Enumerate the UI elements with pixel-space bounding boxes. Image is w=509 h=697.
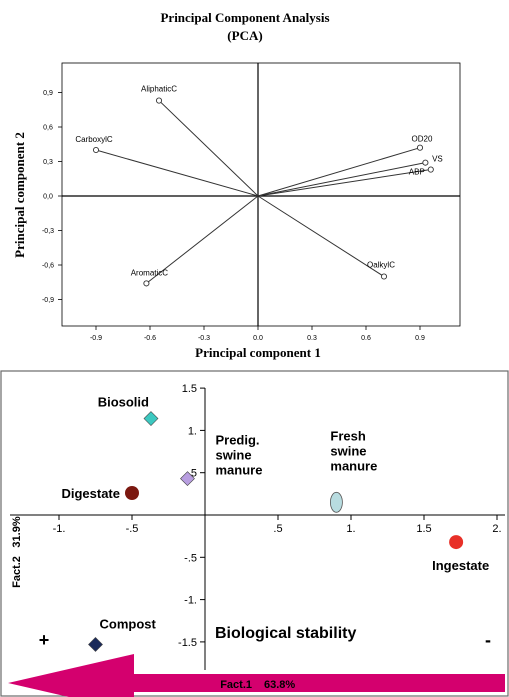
chart1-axes bbox=[62, 63, 460, 326]
chart1-plot-frame bbox=[61, 62, 461, 327]
loading-vector-line bbox=[257, 147, 421, 197]
chart2-y-tick-label: -1. bbox=[184, 595, 197, 607]
chart2-y-tick-label: .5 bbox=[188, 468, 197, 480]
chart2-y-tick-label: -1.5 bbox=[178, 637, 197, 649]
factor-score-plot: -1. -.5 .5 1. 1.5 2. 1.5 1. .5 -.5 -1. -1.5 Biosoli… bbox=[0, 370, 509, 697]
loading-vector-point bbox=[422, 159, 429, 166]
chart1-y-tick-label: 0,0 bbox=[43, 194, 53, 201]
chart2-x-tick-label: 1. bbox=[346, 523, 355, 535]
chart2-x-tick-label: -1. bbox=[53, 523, 66, 535]
chart1-x-tick-label: -0.3 bbox=[198, 335, 210, 342]
chart2-y-tick-label: 1.5 bbox=[182, 383, 197, 395]
loading-vector-label: ABP bbox=[409, 168, 425, 177]
chart1-x-tick-label: 0.3 bbox=[307, 335, 317, 342]
chart2-x-tick-label: .5 bbox=[273, 523, 282, 535]
loading-vector-point bbox=[155, 97, 163, 104]
score-point-label: Ingestate bbox=[432, 558, 489, 573]
chart1-y-tick-label: 0,9 bbox=[43, 90, 53, 97]
score-marker-diamond bbox=[180, 471, 195, 487]
chart1-x-tick-label: -0.9 bbox=[90, 335, 102, 342]
score-point-label: Compost bbox=[100, 616, 157, 631]
stability-minus-sign: - bbox=[485, 630, 491, 650]
loading-vector-line bbox=[95, 149, 259, 197]
chart2-points: BiosolidPredig.swinemanureDigestateFresh… bbox=[61, 395, 489, 652]
chart2-axes bbox=[10, 388, 505, 670]
chart1-y-tick-label: -0,9 bbox=[42, 297, 54, 304]
loading-vector-line bbox=[257, 162, 426, 197]
score-marker-diamond bbox=[143, 411, 159, 426]
chart1-x-axis-label: Principal component 1 bbox=[195, 345, 321, 360]
score-marker-circle bbox=[449, 535, 464, 550]
chart1-y-tick-label: -0,3 bbox=[42, 228, 54, 235]
loading-vector-point bbox=[143, 280, 150, 287]
score-point-label: manure bbox=[215, 463, 262, 478]
loading-vector-point bbox=[92, 146, 100, 154]
score-point-label: Biosolid bbox=[98, 395, 149, 410]
chart1-x-tick-label: 0.0 bbox=[253, 335, 263, 342]
stability-arrow bbox=[8, 654, 505, 697]
score-point-label: Predig. bbox=[215, 433, 259, 448]
loading-vector-label: AromaticC bbox=[131, 268, 169, 277]
loading-vector-label: VS bbox=[432, 155, 443, 164]
loading-vector-line bbox=[146, 195, 259, 284]
loading-vector-line bbox=[257, 169, 431, 197]
score-marker-ellipse bbox=[329, 491, 343, 513]
score-point-label: swine bbox=[330, 443, 366, 458]
loading-vector-line bbox=[257, 195, 385, 277]
loading-vector-label: AliphaticC bbox=[141, 85, 177, 94]
score-point-label: manure bbox=[330, 458, 377, 473]
biological-stability-label: Biological stability bbox=[215, 625, 356, 642]
chart1-vectors: AliphaticC CarboxylC AromaticC OalkylC OD20 V… bbox=[75, 85, 443, 287]
loading-vector-label: OD20 bbox=[412, 135, 433, 144]
chart1-x-tick-label: -0.6 bbox=[144, 335, 156, 342]
chart1-y-tick-label: 0,3 bbox=[43, 159, 53, 166]
chart1-subtitle: (PCA) bbox=[227, 28, 262, 43]
score-marker-circle bbox=[125, 486, 139, 501]
loading-vector-point bbox=[427, 166, 434, 173]
loading-vector-point bbox=[380, 273, 388, 280]
score-point-label: Digestate bbox=[61, 486, 120, 501]
chart2-frame bbox=[0, 370, 509, 697]
chart2-x-tick-label: -.5 bbox=[126, 523, 139, 535]
loading-vector-point bbox=[416, 144, 424, 151]
chart1-y-tick-label: -0,6 bbox=[42, 263, 54, 270]
score-point-label: swine bbox=[215, 448, 251, 463]
chart2-y-tick-label: -.5 bbox=[184, 552, 197, 564]
chart1-y-axis-label: Principal component 2 bbox=[12, 132, 27, 258]
loading-vector-line bbox=[158, 100, 259, 197]
chart2-x-axis-percent: 63.8% bbox=[264, 679, 295, 691]
chart2-y-axis-percent: 31.9% bbox=[11, 516, 23, 547]
chart2-x-tick-label: 1.5 bbox=[416, 523, 431, 535]
chart2-y-tick-label: 1. bbox=[188, 425, 197, 437]
loading-vector-label: OalkylC bbox=[367, 261, 395, 270]
chart1-title: Principal Component Analysis bbox=[160, 10, 329, 25]
stability-plus-sign: + bbox=[39, 630, 50, 650]
score-point-label: Fresh bbox=[330, 428, 365, 443]
chart1-ticks: -0.9 -0.6 -0.3 0.0 0.3 0.6 0.9 0,9 0,6 0,3 0,0 -0,3… bbox=[42, 90, 425, 342]
chart2-y-axis-label: Fact.2 bbox=[11, 556, 23, 588]
chart2-x-tick-label: 2. bbox=[492, 523, 501, 535]
score-marker-diamond bbox=[88, 637, 103, 652]
chart2-x-axis-label: Fact.1 bbox=[220, 679, 252, 691]
pca-biplot: Principal Component Analysis (PCA) -0.9-… bbox=[12, 10, 461, 360]
stability-arrow-shape bbox=[8, 654, 505, 697]
loading-vector-label: CarboxylC bbox=[75, 135, 113, 144]
chart1-x-tick-label: 0.6 bbox=[361, 335, 371, 342]
chart1-x-tick-label: 0.9 bbox=[415, 335, 425, 342]
chart1-y-tick-label: 0,6 bbox=[43, 125, 53, 132]
chart2-ticks: -1. -.5 .5 1. 1.5 2. 1.5 1. .5 -.5 -1. -1.5 bbox=[53, 383, 502, 649]
